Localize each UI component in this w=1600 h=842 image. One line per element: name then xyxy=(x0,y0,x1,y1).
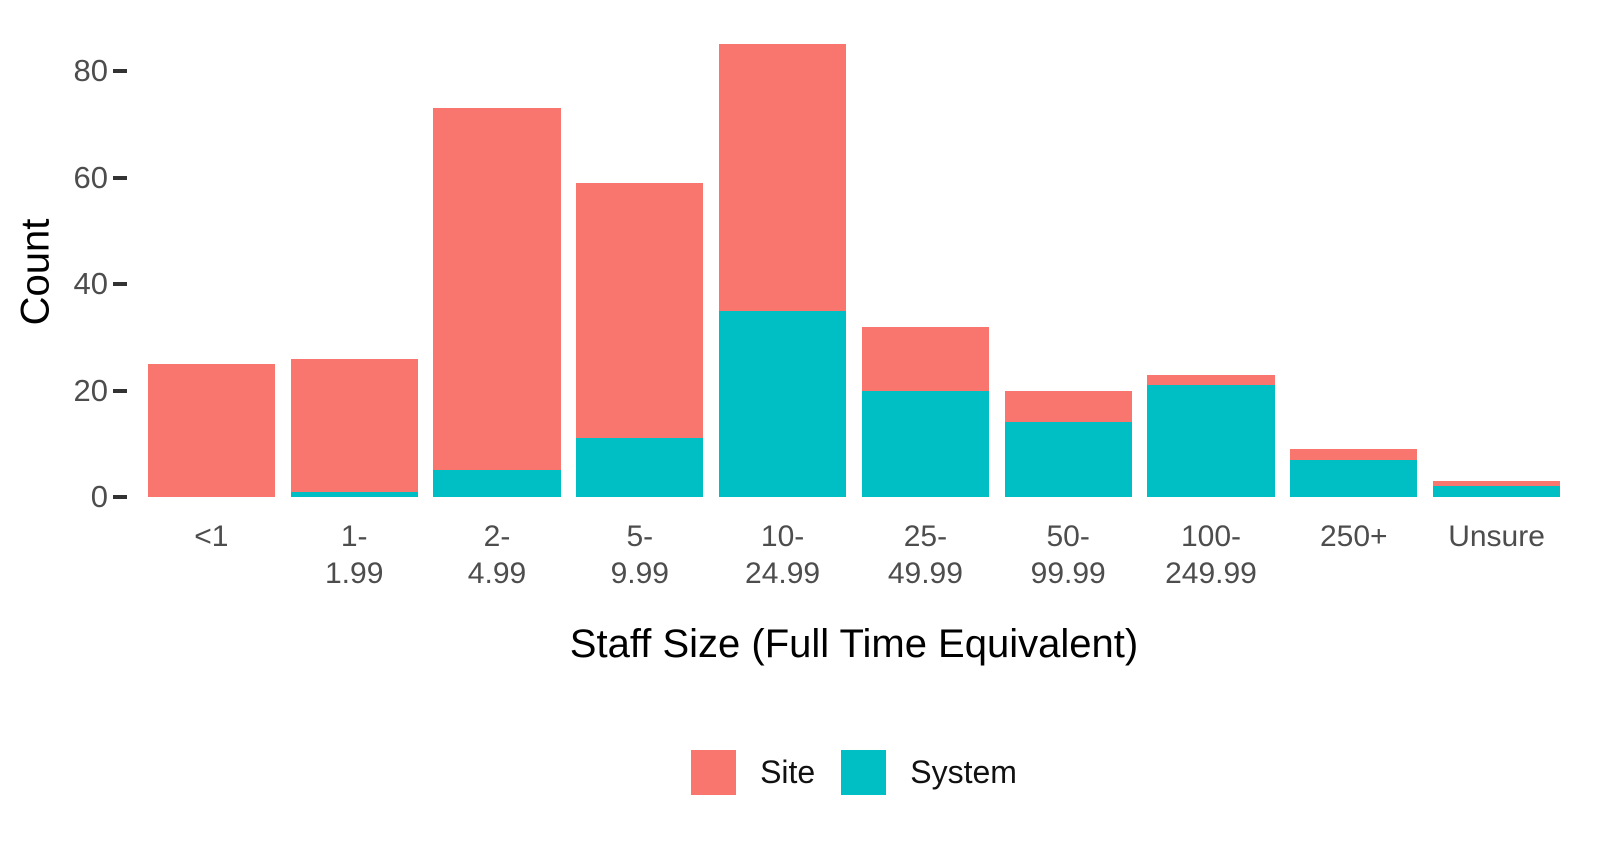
bar-stack-<1 xyxy=(147,363,275,497)
bar-segment-system-25-49.99 xyxy=(861,390,989,497)
bar-segment-system-Unsure xyxy=(1433,486,1561,497)
x-tick-label-50-99.99: 50- 99.99 xyxy=(997,519,1140,592)
y-tick-label-0: 0 xyxy=(90,479,108,514)
x-tick-label-line: 99.99 xyxy=(1030,556,1106,590)
y-tick-label-60: 60 xyxy=(73,159,108,195)
bar-segment-system-100-249.99 xyxy=(1147,385,1275,497)
bar-segment-site-1-1.99 xyxy=(290,358,418,492)
bar-slot-5-9.99 xyxy=(568,0,711,497)
bar-segment-site-10-24.99 xyxy=(719,44,847,311)
x-tick-label-line: 100- xyxy=(1180,520,1241,553)
x-tick-label-line: 10- xyxy=(760,520,805,553)
bar-segment-site-<1 xyxy=(147,363,275,497)
bar-segment-site-2-4.99 xyxy=(433,108,561,471)
x-tick-label-5-9.99: 5- 9.99 xyxy=(568,519,711,592)
bar-segment-system-250+ xyxy=(1290,459,1418,497)
bar-segment-system-5-9.99 xyxy=(576,438,704,497)
bar-slot-100-249.99 xyxy=(1140,0,1283,497)
y-tick-mark-80 xyxy=(113,69,127,73)
x-tick-label-line: 25- xyxy=(903,520,948,553)
bar-stack-1-1.99 xyxy=(290,358,418,497)
x-tick-label-line: Unsure xyxy=(1448,520,1545,553)
bar-stack-10-24.99 xyxy=(719,44,847,497)
bar-segment-site-50-99.99 xyxy=(1004,390,1132,423)
y-tick-label-80: 80 xyxy=(73,53,108,88)
bar-slot-10-24.99 xyxy=(711,0,854,497)
bar-segment-site-Unsure xyxy=(1433,481,1561,487)
bar-segment-system-10-24.99 xyxy=(719,310,847,497)
legend-swatch-site xyxy=(691,750,737,795)
bar-stack-2-4.99 xyxy=(433,108,561,497)
y-tick-mark-60 xyxy=(113,175,127,180)
x-tick-label-Unsure: Unsure xyxy=(1425,519,1568,592)
bar-stack-100-249.99 xyxy=(1147,374,1275,497)
plot-area xyxy=(140,0,1568,497)
bar-stack-25-49.99 xyxy=(861,326,989,497)
bar-slot-<1 xyxy=(140,0,283,497)
x-tick-label-line: 249.99 xyxy=(1165,556,1257,590)
y-tick-mark-0 xyxy=(113,495,127,499)
x-tick-label-line: 49.99 xyxy=(887,556,963,590)
x-tick-label-10-24.99: 10- 24.99 xyxy=(711,519,854,592)
bar-slot-25-49.99 xyxy=(854,0,997,497)
bar-slot-50-99.99 xyxy=(997,0,1140,497)
bar-slot-250+ xyxy=(1282,0,1425,497)
x-tick-label-line: 9.99 xyxy=(610,556,669,590)
bar-segment-site-25-49.99 xyxy=(861,326,989,391)
x-tick-label-line: 5- xyxy=(626,520,654,553)
bar-stack-250+ xyxy=(1290,449,1418,497)
y-tick-label-20: 20 xyxy=(73,372,108,408)
bar-slot-Unsure xyxy=(1425,0,1568,497)
bar-slot-1-1.99 xyxy=(283,0,426,497)
y-tick-label-40: 40 xyxy=(73,266,108,301)
x-tick-label-line: 4.99 xyxy=(467,556,527,590)
x-tick-label-line: 24.99 xyxy=(745,556,821,590)
bar-segment-site-100-249.99 xyxy=(1147,374,1275,386)
x-tick-label-line: 1- xyxy=(340,520,368,553)
bar-segment-system-50-99.99 xyxy=(1004,422,1132,497)
x-tick-label-1-1.99: 1- 1.99 xyxy=(283,519,426,592)
y-tick-mark-20 xyxy=(113,388,127,393)
legend-item-system: System xyxy=(841,750,1017,795)
x-tick-label-100-249.99: 100- 249.99 xyxy=(1140,519,1283,592)
bar-segment-system-1-1.99 xyxy=(290,491,418,497)
x-tick-label-line: 50- xyxy=(1046,520,1090,553)
x-tick-label-<1: <1 xyxy=(140,519,283,592)
bar-stack-5-9.99 xyxy=(576,182,704,497)
bar-stack-Unsure xyxy=(1433,481,1561,497)
x-axis-title: Staff Size (Full Time Equivalent) xyxy=(569,622,1139,666)
legend-item-site: Site xyxy=(691,750,815,795)
legend-label-system: System xyxy=(910,754,1017,790)
x-tick-label-25-49.99: 25- 49.99 xyxy=(854,519,997,592)
x-axis-labels: <1 1- 1.99 2- 4.99 5- 9.99 10- 24.99 25- 49.99 50- 9… xyxy=(140,519,1568,592)
x-tick-label-2-4.99: 2- 4.99 xyxy=(426,519,569,592)
bar-slot-2-4.99 xyxy=(426,0,569,497)
bar-segment-site-250+ xyxy=(1290,449,1418,460)
legend-label-site: Site xyxy=(760,754,816,790)
x-tick-label-line: 2- xyxy=(483,520,511,553)
bar-segment-site-5-9.99 xyxy=(576,182,704,439)
x-tick-label-line: 250+ xyxy=(1319,520,1388,553)
bar-stack-50-99.99 xyxy=(1004,390,1132,497)
legend-swatch-system xyxy=(841,750,887,795)
x-tick-label-line: <1 xyxy=(194,520,229,553)
x-tick-label-250+: 250+ xyxy=(1282,519,1425,592)
x-tick-label-line: 1.99 xyxy=(325,556,384,590)
y-tick-mark-40 xyxy=(113,282,127,286)
bar-segment-system-2-4.99 xyxy=(433,470,561,497)
legend: Site System xyxy=(140,750,1568,795)
